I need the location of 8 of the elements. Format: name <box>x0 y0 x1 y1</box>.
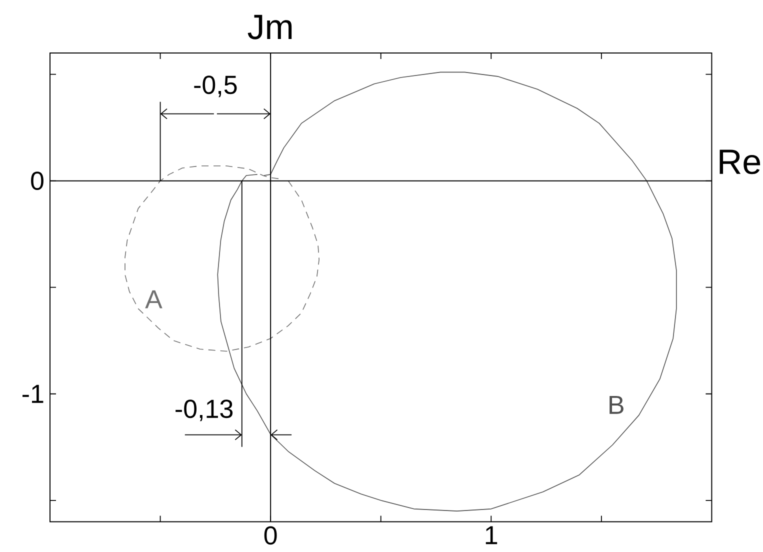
ref-line-label: Jm <box>248 14 292 40</box>
annotation: -0,13 <box>176 400 233 422</box>
x-tick-label: 1 <box>486 526 498 544</box>
annotation: -0,5 <box>194 76 237 98</box>
y-tick-label: -1 <box>22 384 44 403</box>
series-label: B <box>610 396 624 414</box>
ref-line-label: Re <box>720 150 760 174</box>
series-label: A <box>145 290 162 308</box>
